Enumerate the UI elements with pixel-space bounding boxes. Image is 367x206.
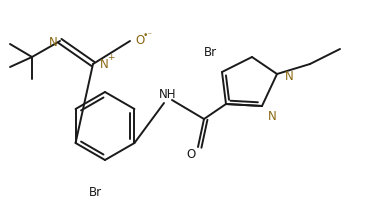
- Text: Br: Br: [203, 45, 217, 58]
- Text: •⁻: •⁻: [143, 31, 153, 40]
- Text: N: N: [49, 36, 58, 49]
- Text: NH: NH: [159, 87, 177, 100]
- Text: N: N: [100, 57, 109, 70]
- Text: N: N: [285, 70, 294, 83]
- Text: Br: Br: [88, 186, 102, 199]
- Text: O: O: [186, 148, 196, 161]
- Text: +: +: [107, 53, 115, 62]
- Text: N: N: [268, 110, 277, 123]
- Text: O: O: [135, 34, 144, 47]
